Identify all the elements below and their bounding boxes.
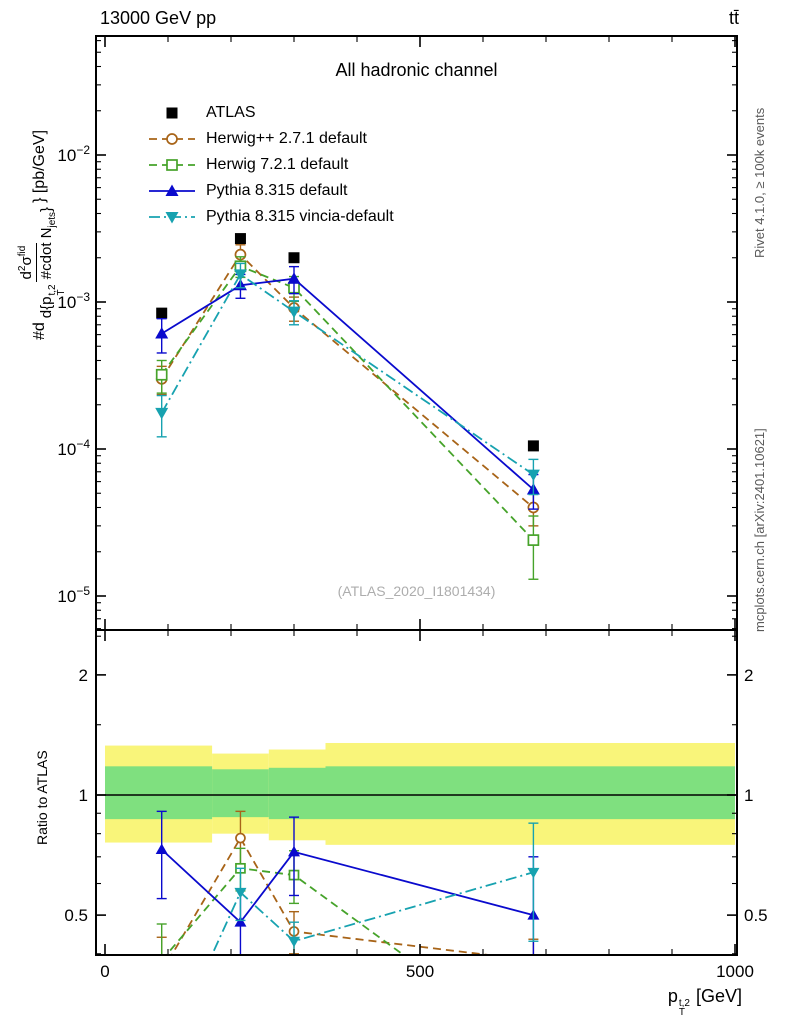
axis-ticks <box>96 36 737 955</box>
legend-item-pythia-8-315-vincia-default: Pythia 8.315 vincia-default <box>146 204 394 230</box>
tick-labels: 10−2 10−3 10−4 10−5 0.5 0.5 1 1 2 2 0 500 1000 <box>57 143 767 981</box>
legend-label: ATLAS <box>206 104 256 121</box>
process-label: tt̄ <box>728 8 739 28</box>
atlas-uncertainty-bands <box>105 742 735 845</box>
y-tick-label: 10−5 <box>57 584 90 606</box>
y-tick-label: 10−3 <box>57 290 90 312</box>
legend-marker-pythia-8-315-default <box>149 184 195 196</box>
green-band-segment <box>268 767 326 820</box>
series-herwig-7-2-1-default <box>156 847 404 954</box>
legend: ATLAS Herwig++ 2.7.1 default Herwig 7.2.1 … <box>146 100 394 230</box>
mcplots-arxiv-note: mcplots.cern.ch [arXiv:2401.10621] <box>752 428 767 632</box>
legend-marker-pythia-8-315-vincia-default <box>149 212 195 224</box>
green-band-segment <box>105 766 213 820</box>
main-panel-series <box>155 233 540 580</box>
ratio-tick-label-right: 2 <box>744 666 753 685</box>
legend-item-herwig-7-2-1-default: Herwig 7.2.1 default <box>146 152 394 178</box>
x-tick-label: 1000 <box>716 962 754 981</box>
legend-label: Pythia 8.315 vincia-default <box>206 208 394 225</box>
series-herwig-7-2-1-default <box>155 256 540 580</box>
legend-label: Pythia 8.315 default <box>206 182 348 199</box>
main-y-axis-label: #d d2σfid d{p t,2 T #cdot Njets} } [pb/GeV] <box>14 129 67 340</box>
ylabel-prefix: #d <box>31 322 49 340</box>
green-band-segment <box>325 766 735 820</box>
ratio-y-axis-label: Ratio to ATLAS <box>34 750 50 845</box>
series-pythia-8-315-default <box>155 265 540 510</box>
legend-item-herwig-2-7-1-default: Herwig++ 2.7.1 default <box>146 126 394 152</box>
rivet-version-note: Rivet 4.1.0, ≥ 100k events <box>752 107 767 258</box>
legend-label: Herwig++ 2.7.1 default <box>206 130 367 147</box>
x-tick-label: 500 <box>406 962 434 981</box>
series-pythia-8-315-vincia-default <box>211 822 540 954</box>
legend-marker-herwig-7-2-1-default <box>149 159 195 171</box>
ratio-tick-label-left: 0.5 <box>64 906 88 925</box>
beam-energy-label: 13000 GeV pp <box>100 8 217 28</box>
legend-item-atlas: ATLAS <box>146 100 394 126</box>
ratio-tick-label-left: 1 <box>79 786 88 805</box>
y-tick-label: 10−2 <box>57 143 90 165</box>
legend-marker-atlas <box>166 107 178 119</box>
ylabel-suffix: } [pb/GeV] <box>31 129 49 203</box>
green-band-segment <box>212 769 269 818</box>
ratio-tick-label-right: 1 <box>744 786 753 805</box>
ratio-tick-label-right: 0.5 <box>744 906 768 925</box>
x-axis-label: p t,2 T [GeV] <box>667 986 742 1018</box>
ratio-panel-frame <box>95 629 738 956</box>
plot-title: All hadronic channel <box>335 60 498 80</box>
legend-label: Herwig 7.2.1 default <box>206 156 349 173</box>
ratio-tick-label-left: 2 <box>79 666 88 685</box>
series-atlas <box>156 233 539 452</box>
legend-marker-herwig-2-7-1-default <box>149 133 195 145</box>
series-herwig-2-7-1-default <box>155 244 540 527</box>
x-tick-label: 0 <box>100 962 109 981</box>
ratio-panel-series <box>155 810 540 954</box>
y-tick-label: 10−4 <box>57 437 90 459</box>
series-pythia-8-315-vincia-default <box>155 262 540 496</box>
ylabel-numerator: d2σfid <box>14 242 37 283</box>
analysis-id-watermark: (ATLAS_2020_I1801434) <box>337 583 496 599</box>
ylabel-denominator: d{p t,2 T #cdot Njets} <box>38 206 67 319</box>
ylabel-fraction: d2σfid d{p t,2 T #cdot Njets} <box>14 206 67 319</box>
legend-item-pythia-8-315-default: Pythia 8.315 default <box>146 178 394 204</box>
